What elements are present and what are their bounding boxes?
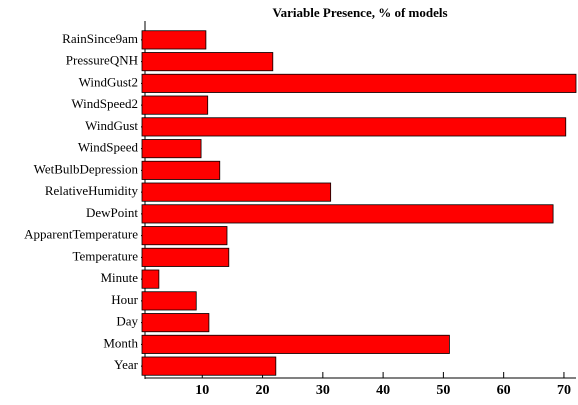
bar (141, 204, 554, 224)
y-tick-label: Minute (100, 270, 138, 285)
y-tick-label: RelativeHumidity (45, 183, 139, 198)
y-tick-label: Day (116, 314, 138, 329)
y-tick-label: Year (114, 357, 139, 372)
bar (141, 313, 210, 333)
x-tick-label: 70 (557, 383, 571, 398)
chart-title: Variable Presence, % of models (272, 5, 447, 20)
bar (141, 73, 577, 93)
y-tick-label: ApparentTemperature (24, 227, 138, 242)
bar (141, 182, 332, 202)
bar (141, 334, 450, 354)
bar (141, 291, 197, 311)
bar (141, 95, 209, 115)
bar (141, 52, 274, 72)
x-tick-label: 60 (497, 383, 511, 398)
y-tick-label: Month (103, 335, 138, 350)
y-tick-label: WindGust (85, 118, 138, 133)
bar (141, 247, 230, 267)
x-tick-label: 50 (436, 383, 450, 398)
bar (141, 117, 567, 137)
y-tick-label: PressureQNH (66, 53, 138, 68)
y-tick-label: RainSince9am (62, 31, 138, 46)
y-tick-label: WindSpeed (78, 140, 139, 155)
y-tick-label: Hour (111, 292, 138, 307)
bar (141, 160, 221, 180)
bar (141, 139, 202, 159)
y-tick-label: WindSpeed2 (71, 96, 138, 111)
y-tick-label: Temperature (73, 248, 139, 263)
y-tick-label: WindGust2 (79, 74, 138, 89)
bar (141, 30, 207, 50)
bar (141, 356, 277, 376)
bar (141, 269, 160, 289)
y-tick-label: WetBulbDepression (34, 161, 139, 176)
x-tick-label: 40 (376, 383, 390, 398)
x-tick-label: 10 (195, 383, 209, 398)
x-tick-label: 20 (256, 383, 270, 398)
y-tick-label: DewPoint (86, 205, 138, 220)
bar (141, 226, 228, 246)
x-tick-label: 30 (316, 383, 330, 398)
